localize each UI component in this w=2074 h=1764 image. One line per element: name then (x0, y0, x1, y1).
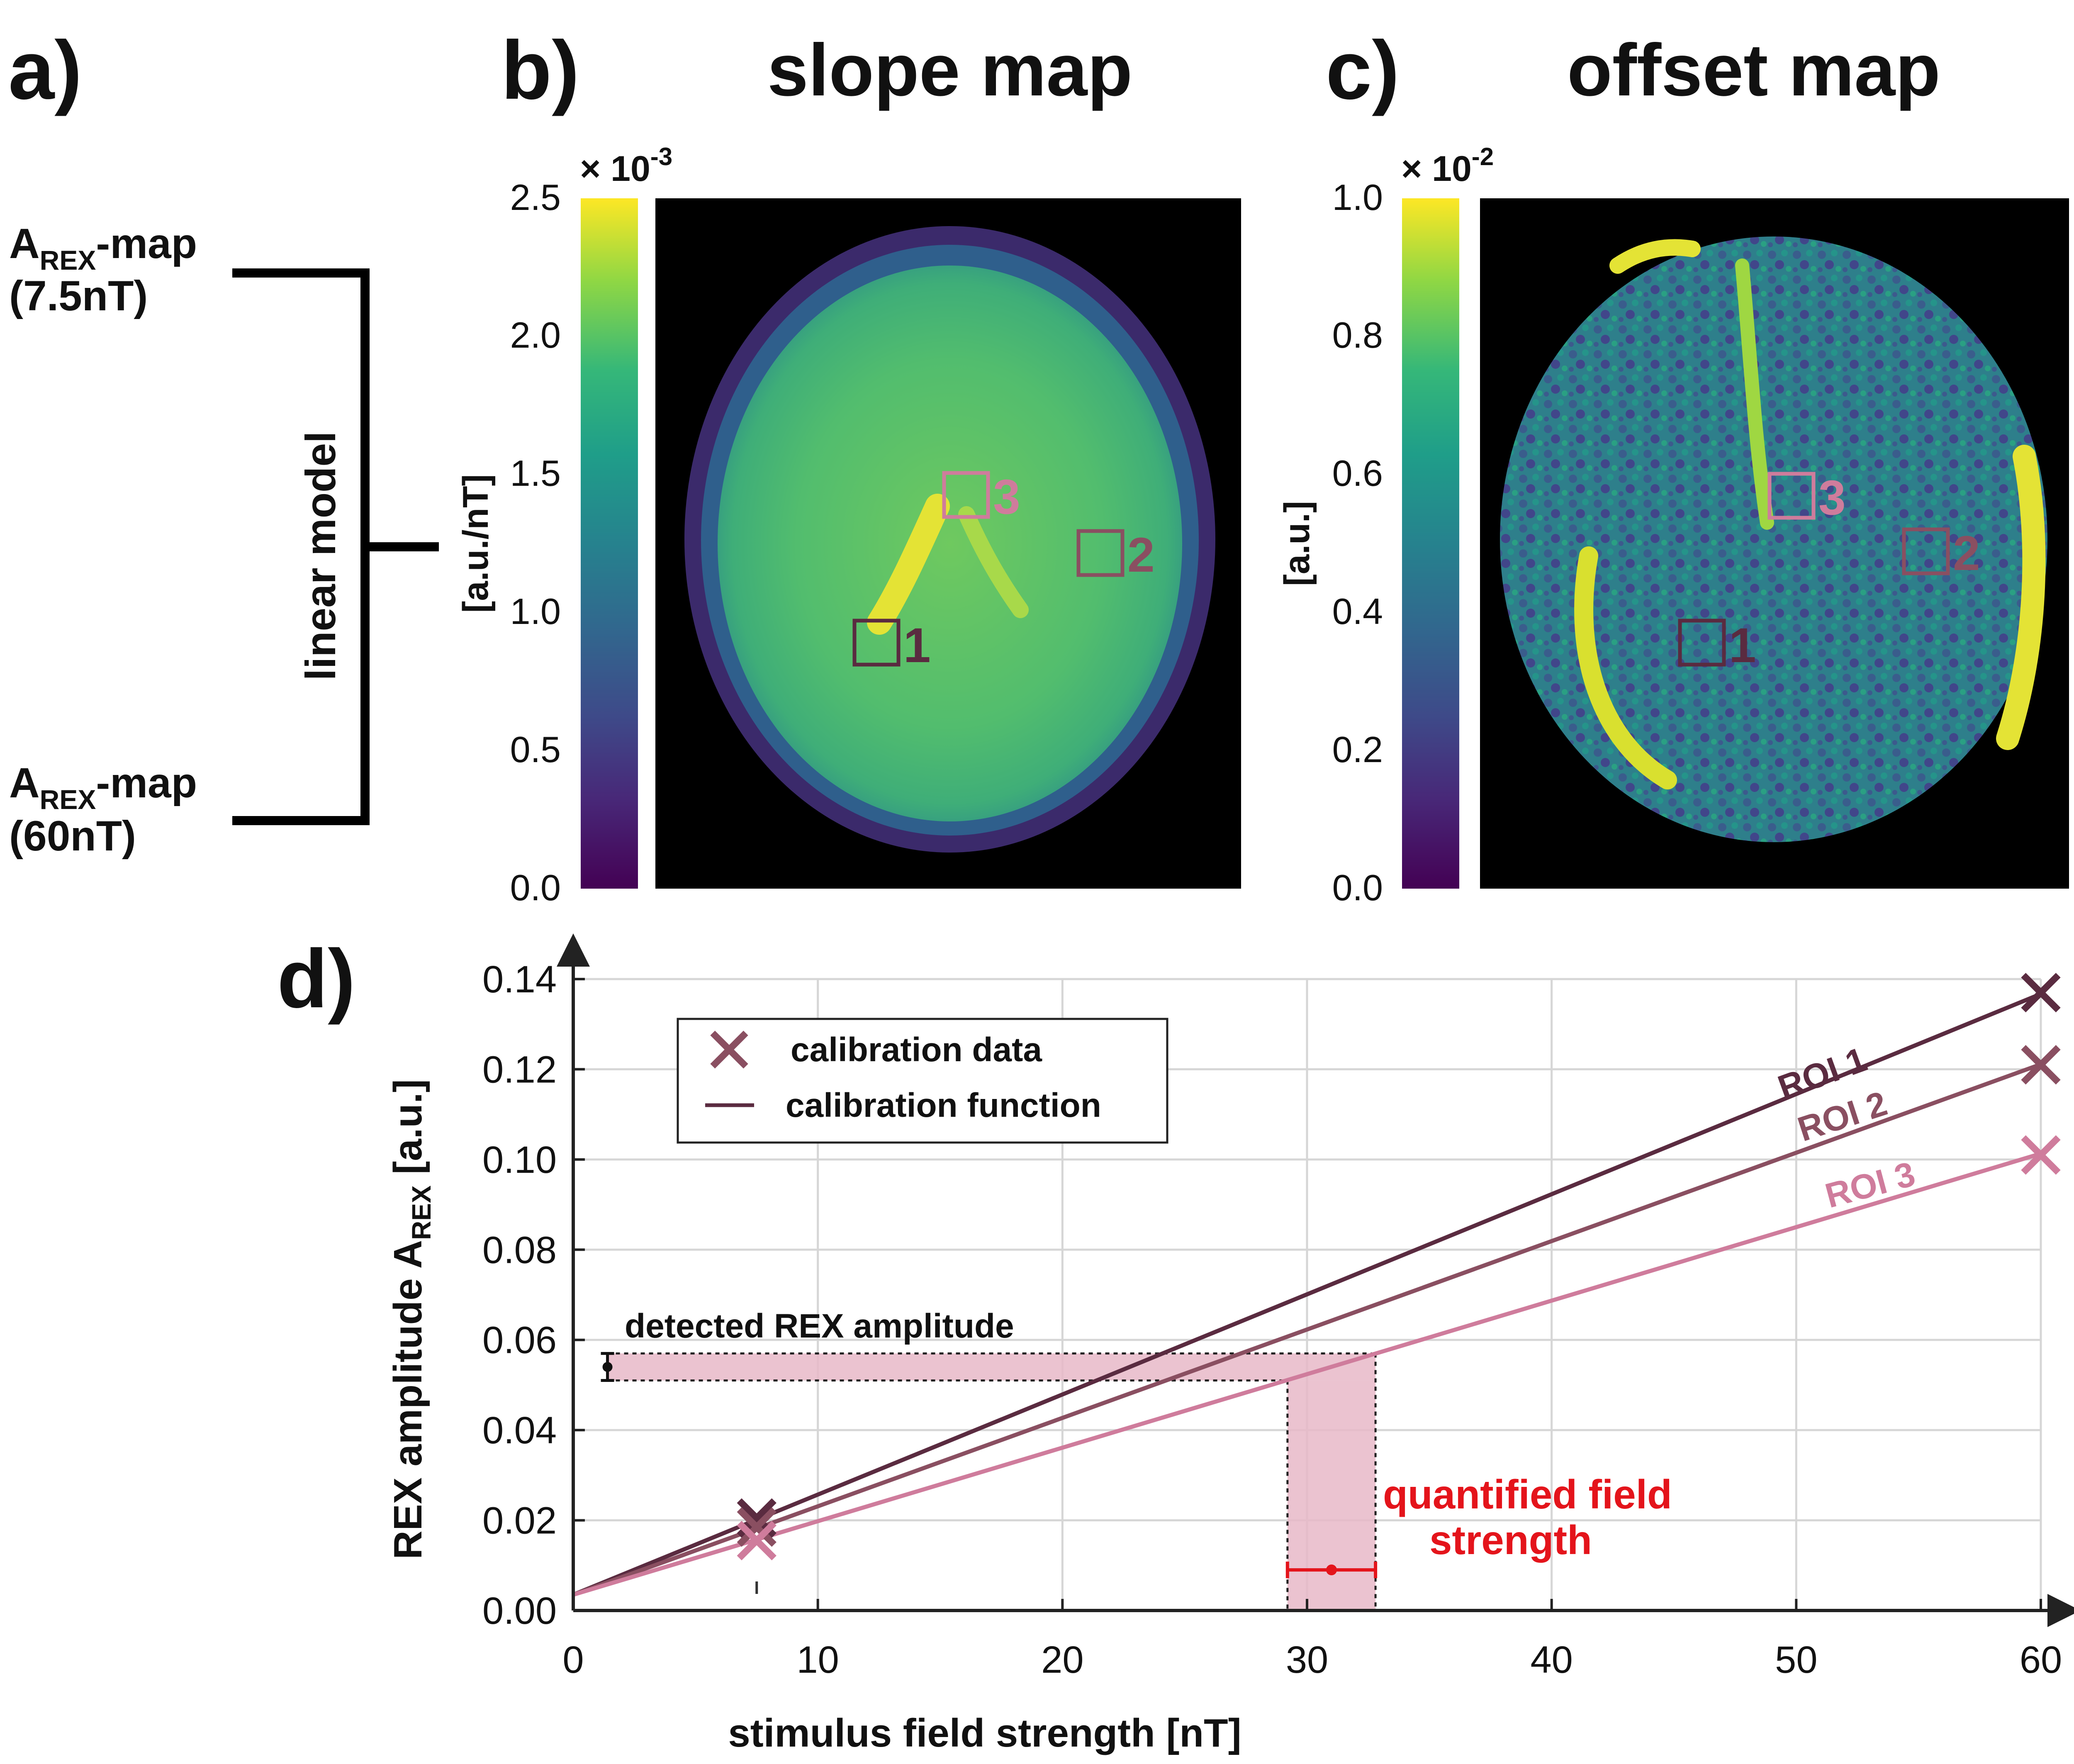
x-tick-label: 40 (1530, 1639, 1573, 1681)
bottom-map-label: AREX-map (9, 759, 197, 815)
panel-d-letter: d) (277, 933, 355, 1025)
offset-bright-rim-top (1609, 239, 1701, 274)
panel-a-letter: a) (8, 24, 82, 117)
quantified-point (1326, 1564, 1337, 1576)
panel-d: d) 0 10 20 30 40 50 60 0.00 0.02 0.04 0.06 0.08 0.10… (277, 933, 2074, 1755)
panel-c: c) offset map × 10-2 0.0 0.2 0.4 0.6 0.8… (1277, 24, 2069, 908)
y-tick-label: 0.02 (482, 1500, 557, 1542)
chart-axes (557, 933, 2074, 1627)
chart-annotations (601, 1352, 1378, 1594)
slope-roi-3-label: 3 (993, 470, 1020, 524)
y-tick-label: 0.00 (482, 1590, 557, 1632)
offset-tick-3: 0.6 (1332, 453, 1383, 494)
top-map-label: AREX-map (9, 220, 197, 275)
x-tick-label: 20 (1041, 1639, 1083, 1681)
offset-colorbar-unit: [a.u.] (1277, 501, 1317, 586)
x-tick-label: 50 (1775, 1639, 1817, 1681)
x-tick-label: 30 (1286, 1639, 1328, 1681)
calibration-point-roi-3 (737, 1520, 777, 1561)
legend-function-label: calibration function (786, 1087, 1101, 1124)
quantified-band (1287, 1380, 1376, 1611)
slope-tick-2: 1.0 (510, 591, 561, 632)
offset-roi-2-box (1902, 527, 1950, 575)
slope-roi-2-box (1076, 529, 1125, 577)
y-axis-label: REX amplitude AREX [a.u.] (386, 1079, 436, 1559)
offset-tick-0: 0.0 (1332, 867, 1383, 908)
offset-roi-2-label: 2 (1953, 526, 1980, 581)
panel-b-letter: b) (501, 24, 579, 117)
y-tick-label: 0.10 (482, 1139, 557, 1181)
slope-colorbar (581, 198, 638, 889)
offset-bright-rim-right (1996, 445, 2046, 750)
slope-roi-1-label: 1 (903, 618, 931, 673)
legend-box (677, 1018, 1168, 1144)
slope-tick-5: 2.5 (510, 177, 561, 218)
slope-tick-1: 0.5 (510, 729, 561, 770)
offset-tick-2: 0.4 (1332, 591, 1383, 632)
slope-colorbar-scale: × 10-3 (580, 143, 672, 189)
y-tick-label: 0.08 (482, 1229, 557, 1271)
slope-tick-3: 1.5 (510, 453, 561, 494)
offset-bright-rim-left (1574, 546, 1677, 789)
x-tick-label: 60 (2020, 1639, 2062, 1681)
offset-colorbar (1402, 198, 1459, 889)
chart-tick-labels: 0 10 20 30 40 50 60 0.00 0.02 0.04 0.06 0.08 0.10 0.1… (482, 958, 2062, 1681)
legend-data-label: calibration data (791, 1031, 1042, 1069)
bottom-map-field: (60nT) (9, 812, 136, 860)
x-tick-label: 10 (796, 1639, 839, 1681)
slope-roi-2-label: 2 (1127, 528, 1155, 582)
calibration-markers (737, 972, 2061, 1561)
offset-roi-1-label: 1 (1729, 618, 1756, 673)
legend-cross-icon (710, 1031, 748, 1069)
offset-tick-4: 0.8 (1332, 314, 1383, 356)
linear-model-label: linear model (297, 431, 344, 681)
panel-a: a) AREX-map (7.5nT) AREX-map (60nT) line… (8, 24, 439, 860)
detected-point (602, 1362, 613, 1372)
x-axis-label: stimulus field strength [nT] (728, 1711, 1241, 1755)
x-tick-label: 0 (562, 1639, 584, 1681)
slope-bright-structure (867, 494, 950, 635)
slope-colorbar-unit: [a.u./nT] (456, 474, 496, 613)
panel-b-title: slope map (767, 29, 1132, 111)
calibration-point-roi-3 (2021, 1135, 2061, 1175)
offset-bright-midline (1735, 258, 1774, 530)
y-tick-label: 0.12 (482, 1048, 557, 1091)
quantified-field-label-1: quantified field (1383, 1472, 1672, 1517)
offset-tick-1: 0.2 (1332, 729, 1383, 770)
offset-roi-1-box (1678, 619, 1726, 667)
detected-amplitude-label: detected REX amplitude (625, 1307, 1014, 1345)
offset-brain (1500, 236, 2047, 842)
slope-brain (718, 266, 1182, 821)
top-map-field: (7.5nT) (9, 272, 148, 319)
panel-c-letter: c) (1326, 24, 1400, 117)
detected-band (607, 1353, 1376, 1381)
y-tick-label: 0.14 (482, 958, 557, 1001)
offset-tick-5: 1.0 (1332, 177, 1383, 218)
calibration-line-roi-1 (572, 992, 2042, 1597)
x-axis-arrow (2047, 1594, 2074, 1627)
calibration-line-roi-3 (572, 1151, 2042, 1597)
slope-tick-4: 2.0 (510, 314, 561, 356)
slope-roi-1-box (852, 619, 901, 667)
highlight-regions (607, 1352, 1377, 1611)
slope-roi-3-box (942, 471, 990, 519)
offset-roi-3-label: 3 (1818, 470, 1846, 525)
calibration-point-roi-1 (2021, 972, 2061, 1013)
offset-roi-3-box (1767, 472, 1816, 520)
y-tick-label: 0.06 (482, 1319, 557, 1362)
slope-tick-0: 0.0 (510, 867, 561, 908)
slope-bright-structure-2 (958, 506, 1029, 618)
y-axis-arrow (557, 933, 590, 967)
calibration-line-roi-2 (572, 1062, 2042, 1597)
quantified-field-label-2: strength (1429, 1517, 1592, 1563)
panel-c-title: offset map (1567, 29, 1940, 111)
calibration-point-roi-2 (2021, 1045, 2061, 1085)
y-tick-label: 0.04 (482, 1409, 557, 1452)
offset-colorbar-scale: × 10-2 (1401, 143, 1494, 189)
panel-b: b) slope map × 10-3 0.0 0.5 1.0 1.5 2.0 … (456, 24, 1241, 908)
calibration-lines (572, 992, 2042, 1597)
calibration-point-roi-2 (737, 1507, 777, 1547)
